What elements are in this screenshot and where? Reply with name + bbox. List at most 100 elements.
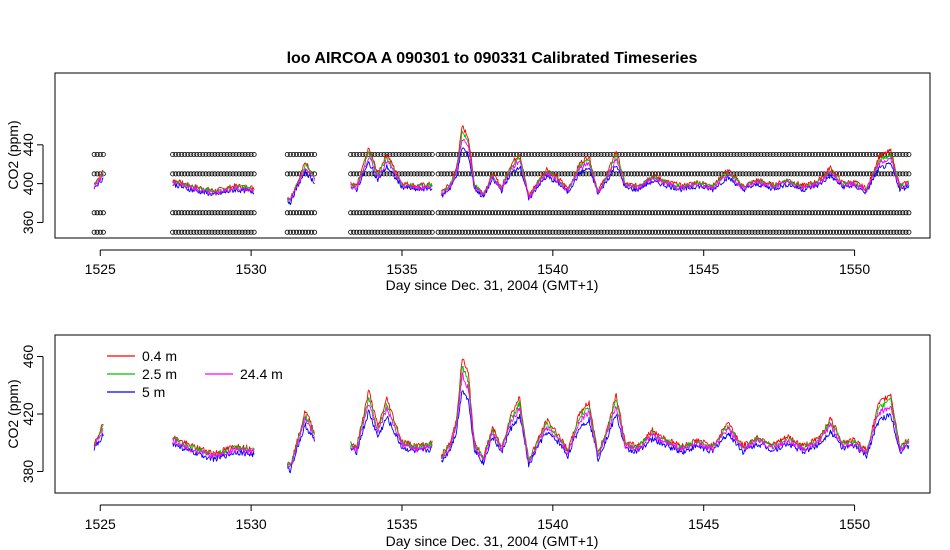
calibration-point bbox=[417, 210, 423, 216]
calibration-point bbox=[788, 210, 794, 216]
calibration-point bbox=[499, 151, 505, 157]
calibration-point bbox=[695, 210, 701, 216]
calibration-point bbox=[797, 151, 803, 157]
calibration-point bbox=[689, 171, 695, 177]
calibration-point bbox=[659, 229, 665, 235]
calibration-point bbox=[176, 229, 182, 235]
calibration-point bbox=[797, 210, 803, 216]
calibration-point bbox=[815, 229, 821, 235]
calibration-point bbox=[849, 171, 855, 177]
calibration-point bbox=[646, 229, 652, 235]
calibration-point bbox=[906, 151, 912, 157]
calibration-point bbox=[858, 171, 864, 177]
calibration-point bbox=[197, 229, 203, 235]
calibration-point bbox=[906, 171, 912, 177]
calibration-point bbox=[547, 151, 553, 157]
calibration-point bbox=[218, 210, 224, 216]
calibration-point bbox=[233, 171, 239, 177]
calibration-point bbox=[830, 210, 836, 216]
calibration-point bbox=[529, 171, 535, 177]
calibration-point bbox=[429, 210, 435, 216]
calibration-point bbox=[532, 229, 538, 235]
calibration-point bbox=[505, 210, 511, 216]
calibration-point bbox=[770, 210, 776, 216]
calibration-point bbox=[212, 151, 218, 157]
calibration-point bbox=[577, 210, 583, 216]
calibration-point bbox=[652, 151, 658, 157]
calibration-point bbox=[429, 151, 435, 157]
calibration-point bbox=[601, 210, 607, 216]
calibration-point bbox=[695, 229, 701, 235]
calibration-point bbox=[870, 151, 876, 157]
calibration-point bbox=[396, 171, 402, 177]
calibration-point bbox=[215, 151, 221, 157]
calibration-point bbox=[170, 151, 176, 157]
calibration-point bbox=[873, 151, 879, 157]
calibration-point bbox=[761, 171, 767, 177]
calibration-point bbox=[752, 210, 758, 216]
calibration-point bbox=[483, 229, 489, 235]
calibration-point bbox=[698, 210, 704, 216]
calibration-point bbox=[803, 151, 809, 157]
calibration-point bbox=[550, 210, 556, 216]
calibration-point bbox=[900, 229, 906, 235]
calibration-point bbox=[209, 151, 215, 157]
calibration-point bbox=[595, 171, 601, 177]
y-tick-label: 380 bbox=[20, 460, 36, 484]
calibration-point bbox=[568, 151, 574, 157]
calibration-point bbox=[779, 171, 785, 177]
calibration-point bbox=[707, 171, 713, 177]
calibration-point bbox=[408, 151, 414, 157]
calibration-point bbox=[94, 151, 100, 157]
calibration-point bbox=[806, 151, 812, 157]
calibration-point bbox=[456, 210, 462, 216]
calibration-point bbox=[553, 210, 559, 216]
calibration-point bbox=[812, 171, 818, 177]
calibration-point bbox=[861, 171, 867, 177]
calibration-point bbox=[598, 229, 604, 235]
calibration-point bbox=[710, 151, 716, 157]
calibration-point bbox=[634, 171, 640, 177]
calibration-point bbox=[411, 229, 417, 235]
calibration-point bbox=[354, 210, 360, 216]
calibration-point bbox=[788, 171, 794, 177]
calibration-point bbox=[236, 229, 242, 235]
calibration-point bbox=[767, 171, 773, 177]
calibration-point bbox=[474, 151, 480, 157]
calibration-point bbox=[251, 171, 257, 177]
calibration-point bbox=[502, 151, 508, 157]
x-axis: 1525 1530 1535 1540 1545 1550 bbox=[85, 504, 870, 532]
calibration-point bbox=[840, 229, 846, 235]
calibration-point bbox=[535, 210, 541, 216]
calibration-point bbox=[556, 229, 562, 235]
calibration-point bbox=[897, 171, 903, 177]
calibration-point bbox=[616, 229, 622, 235]
calibration-point bbox=[671, 229, 677, 235]
calibration-point bbox=[396, 210, 402, 216]
calibration-point bbox=[218, 151, 224, 157]
calibration-point bbox=[553, 151, 559, 157]
calibration-point bbox=[689, 210, 695, 216]
calibration-point bbox=[221, 229, 227, 235]
calibration-point bbox=[290, 210, 296, 216]
x-tick-label: 1540 bbox=[537, 261, 568, 277]
calibration-point bbox=[598, 151, 604, 157]
calibration-point bbox=[695, 151, 701, 157]
calibration-point bbox=[242, 171, 248, 177]
calibration-point bbox=[556, 210, 562, 216]
calibration-point bbox=[604, 210, 610, 216]
calibration-point bbox=[722, 229, 728, 235]
calibration-point bbox=[402, 151, 408, 157]
calibration-point bbox=[779, 210, 785, 216]
calibration-point bbox=[867, 210, 873, 216]
calibration-point bbox=[212, 210, 218, 216]
calibration-point bbox=[568, 210, 574, 216]
calibration-point bbox=[722, 151, 728, 157]
calibration-point bbox=[589, 210, 595, 216]
calibration-point bbox=[710, 171, 716, 177]
calibration-point bbox=[520, 210, 526, 216]
calibration-point bbox=[686, 229, 692, 235]
calibration-point bbox=[834, 210, 840, 216]
calibration-point bbox=[502, 210, 508, 216]
calibration-point bbox=[604, 151, 610, 157]
